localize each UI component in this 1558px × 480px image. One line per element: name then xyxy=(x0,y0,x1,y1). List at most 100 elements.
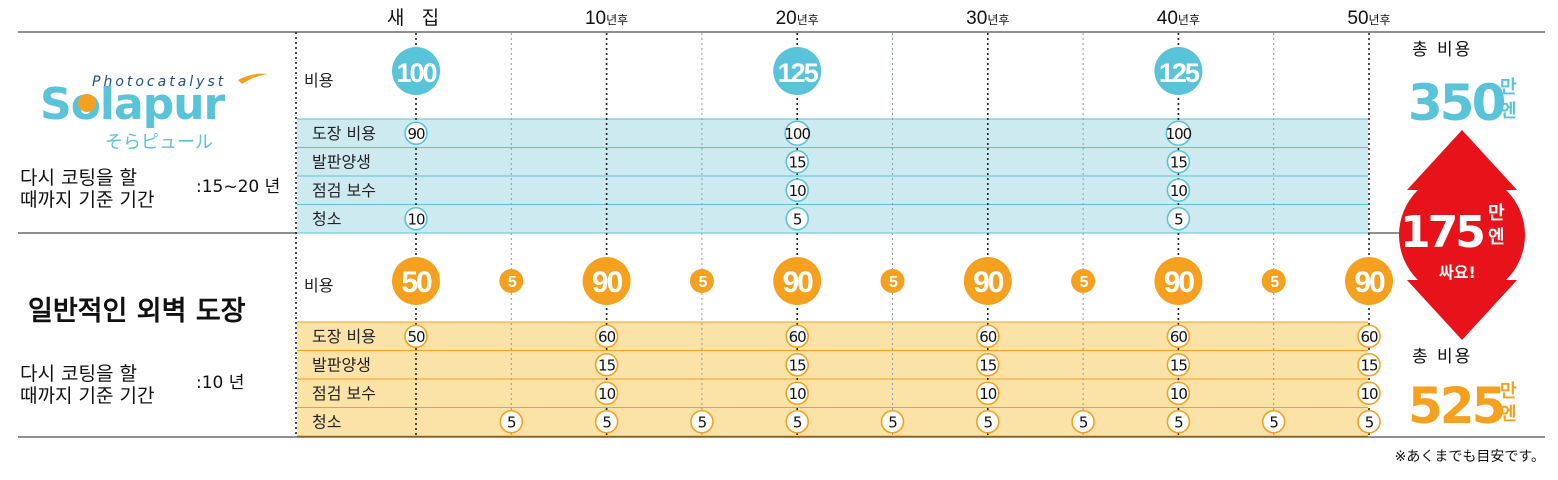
savings-unit-2: 엔 xyxy=(1488,227,1505,248)
breakdown-value: 10 xyxy=(789,385,807,403)
breakdown-value: 5 xyxy=(698,413,707,431)
cost-value: 5 xyxy=(1270,274,1279,291)
breakdown-value: 5 xyxy=(1269,413,1278,431)
solapur-period: 다시 코팅을 할 때까지 기준 기간 :15~20 년 xyxy=(20,167,280,211)
breakdown-value: 10 xyxy=(1360,385,1378,403)
breakdown-circle xyxy=(1357,324,1381,349)
footnote: ※あくまでも目安です。 xyxy=(1395,449,1545,465)
cost-value: 90 xyxy=(783,266,814,299)
breakdown-row-label: 청소 xyxy=(312,210,341,229)
breakdown-circle xyxy=(594,352,619,377)
cost-circle xyxy=(963,257,1012,305)
cost-value: 90 xyxy=(1164,266,1195,299)
breakdown-circle xyxy=(1261,409,1286,434)
solapur-total-unit-1: 만 xyxy=(1500,77,1517,98)
breakdown-value: 15 xyxy=(789,153,807,171)
cost-value: 90 xyxy=(1354,266,1385,299)
breakdown-circle xyxy=(785,149,810,174)
savings-arrow: 175 만 엔 싸요! xyxy=(1399,130,1525,340)
column-header: 30년후 xyxy=(966,8,1009,29)
cost-row-label: 비용 xyxy=(304,71,333,90)
breakdown-circle xyxy=(785,178,810,203)
breakdown-value: 60 xyxy=(1360,328,1378,346)
breakdown-value: 15 xyxy=(598,356,616,374)
general-total-unit-1: 만 xyxy=(1500,381,1517,402)
breakdown-value: 15 xyxy=(789,356,807,374)
breakdown-circle xyxy=(975,352,1000,377)
column-header: 50년후 xyxy=(1347,8,1390,29)
solapur-total-value: 350 xyxy=(1408,74,1505,132)
breakdown-row-label: 도장 비용 xyxy=(312,327,376,346)
breakdown-circle xyxy=(785,381,810,406)
logo-sub-text: そらピュール xyxy=(105,132,213,153)
general-total-value: 525 xyxy=(1408,377,1504,435)
breakdown-value: 60 xyxy=(598,328,616,346)
column-headers: 새 집 10년후 20년후 30년후 40년후 50년후 xyxy=(387,7,1391,29)
breakdown-circle xyxy=(690,409,714,434)
breakdown-circle xyxy=(594,324,619,349)
cost-value: 90 xyxy=(592,266,623,299)
logo-top-text: Photocatalyst xyxy=(92,74,226,90)
breakdown-circle xyxy=(975,324,1000,349)
general-total-label: 총 비용 xyxy=(1412,347,1472,367)
general-total: 총 비용 525 만 엔 xyxy=(1408,347,1517,435)
breakdown-row-label: 점검 보수 xyxy=(312,181,376,200)
breakdown-circle xyxy=(499,409,524,434)
breakdown-circle xyxy=(975,409,1000,434)
breakdown-circle xyxy=(785,352,810,377)
breakdown-circle xyxy=(785,206,810,231)
breakdown-value: 15 xyxy=(1170,356,1188,374)
breakdown-row-label: 도장 비용 xyxy=(312,124,376,143)
breakdown-value: 5 xyxy=(793,413,802,431)
breakdown-row-label: 점검 보수 xyxy=(312,384,376,403)
cost-circle xyxy=(1345,257,1393,305)
cost-circle xyxy=(773,257,822,305)
breakdown-value: 5 xyxy=(984,413,993,431)
breakdown-value: 60 xyxy=(1170,328,1188,346)
breakdown-value: 60 xyxy=(789,328,807,346)
value-marks: 100 125 125 50 5 90 5 90 5 90 5 90 5 90 90 100 100 15 15 10… xyxy=(392,47,1393,434)
general-total-unit-2: 엔 xyxy=(1500,404,1517,425)
solapur-logo: Photocatalyst Solapur そらピュール xyxy=(40,73,268,153)
solapur-period-value: :15~20 년 xyxy=(196,177,280,197)
cost-circle xyxy=(1154,47,1203,95)
logo-swoosh-icon xyxy=(238,73,268,84)
cost-circle xyxy=(880,269,905,293)
breakdown-circle xyxy=(594,381,619,406)
breakdown-circle xyxy=(404,206,428,231)
breakdown-circle xyxy=(404,121,428,146)
cost-circle xyxy=(392,257,440,305)
breakdown-circle xyxy=(880,409,905,434)
breakdown-value: 10 xyxy=(1170,385,1188,403)
savings-unit-1: 만 xyxy=(1488,203,1505,224)
cost-circle xyxy=(582,257,631,305)
breakdown-value: 5 xyxy=(793,210,802,228)
cost-value: 90 xyxy=(973,266,1004,299)
breakdown-value: 10 xyxy=(598,385,616,403)
column-header: 20년후 xyxy=(776,8,819,29)
cost-value: 5 xyxy=(698,274,707,291)
breakdown-value: 15 xyxy=(1360,356,1378,374)
cost-row-label: 비용 xyxy=(304,276,333,295)
breakdown-circle xyxy=(975,381,1000,406)
breakdown-value: 5 xyxy=(507,413,516,431)
breakdown-circle xyxy=(1166,149,1191,174)
breakdown-value: 90 xyxy=(407,125,425,143)
breakdown-circle xyxy=(784,120,811,147)
general-period-line1: 다시 코팅을 할 xyxy=(20,363,137,385)
breakdown-value: 50 xyxy=(407,328,425,346)
general-period-value: :10 년 xyxy=(196,373,244,393)
solapur-period-line2: 때까지 기준 기간 xyxy=(20,189,154,211)
breakdown-circle xyxy=(1165,120,1192,147)
logo-sun-icon xyxy=(78,94,96,112)
breakdown-circle xyxy=(1166,381,1191,406)
logo-main-text: Solapur xyxy=(40,79,226,130)
breakdown-value: 10 xyxy=(1170,182,1188,200)
breakdown-circle xyxy=(1357,409,1381,434)
breakdown-circle xyxy=(594,409,619,434)
column-header: 40년후 xyxy=(1157,8,1200,29)
breakdown-value: 15 xyxy=(979,356,997,374)
cost-circle xyxy=(689,269,714,293)
breakdown-circle xyxy=(1071,409,1095,434)
breakdown-circle xyxy=(1357,352,1381,377)
